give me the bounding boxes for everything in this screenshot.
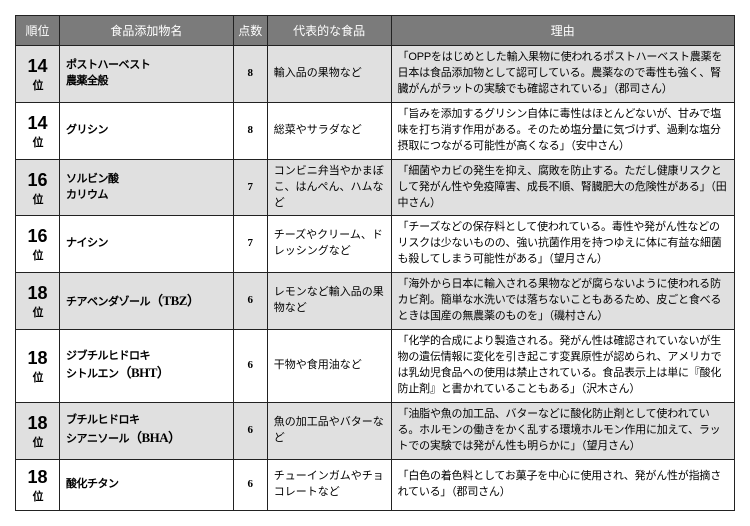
reason-cell: 「油脂や魚の加工品、バターなどに酸化防止剤として使われている。ホルモンの働きをか… [391,402,734,459]
food-cell: 魚の加工品やバターなど [267,402,391,459]
table-row: 16位ソルビン酸カリウム7コンビニ弁当やかまぼこ、はんぺん、ハムなど「細菌やカビ… [16,159,735,216]
additives-ranking-table: 順位 食品添加物名 点数 代表的な食品 理由 14位ポストハーベスト農薬全般8輸… [15,15,735,511]
food-cell: 干物や食用油など [267,330,391,403]
rank-suffix: 位 [32,137,43,149]
additive-name-line: グリシン [66,124,108,136]
rank-number: 18 [27,348,47,368]
rank-number: 18 [27,413,47,433]
score-cell: 6 [233,330,267,403]
table-row: 18位ジブチルヒドロキシトルエン（BHT）6干物や食用油など「化学的合成により製… [16,330,735,403]
reason-cell: 「細菌やカビの発生を抑え、腐敗を防止する。ただし健康リスクとして発がん性や免疫障… [391,159,734,216]
rank-suffix: 位 [32,372,43,384]
reason-cell: 「OPPをはじめとした輸入果物に使われるポストハーベスト農薬を日本は食品添加物と… [391,46,734,103]
rank-number: 18 [27,283,47,303]
additive-name-line: チアベンダゾール [66,296,150,308]
reason-cell: 「海外から日本に輸入される果物などが腐らないように使われる防カビ剤。簡単な水洗い… [391,273,734,330]
rank-cell: 16 位 [16,216,60,273]
additive-name-line: シアニソール [66,433,129,445]
header-score: 点数 [233,16,267,46]
score-cell: 6 [233,459,267,510]
rank-number: 18 [27,467,47,487]
additive-name-line: 農薬全般 [66,75,108,87]
rank-number: 16 [27,226,47,246]
header-rank: 順位 [16,16,60,46]
additive-name-line: ポストハーベスト [66,59,150,71]
table-header: 順位 食品添加物名 点数 代表的な食品 理由 [16,16,735,46]
rank-suffix: 位 [32,250,43,262]
table-row: 18位チアベンダゾール（TBZ）6レモンなど輸入品の果物など「海外から日本に輸入… [16,273,735,330]
additive-name-line: 酸化チタン [66,478,119,490]
rank-suffix: 位 [32,80,43,92]
rank-number: 14 [27,56,47,76]
additive-name-cell: ブチルヒドロキシアニソール（BHA） [59,402,233,459]
table-row: 18 位 酸化チタン 6チューインガムやチョコレートなど「白色の着色料としてお菓子を中… [16,459,735,510]
reason-cell: 「白色の着色料としてお菓子を中心に使用され、発がん性が指摘されている」（郡司さん… [391,459,734,510]
additive-name-sub: （BHT） [118,365,169,380]
score-cell: 8 [233,102,267,159]
score-cell: 7 [233,159,267,216]
additive-name-sub: （BHA） [129,430,181,445]
rank-suffix: 位 [32,307,43,319]
reason-cell: 「化学的合成により製造される。発がん性は確認されていないが生物の遺伝情報に変化を… [391,330,734,403]
additive-name-line: ブチルヒドロキ [66,414,140,426]
header-reason: 理由 [391,16,734,46]
table-row: 16 位 ナイシン 7チーズやクリーム、ドレッシングなど「チーズなどの保存料として使わ… [16,216,735,273]
header-name: 食品添加物名 [59,16,233,46]
score-cell: 8 [233,46,267,103]
score-cell: 6 [233,402,267,459]
rank-cell: 16 位 [16,159,60,216]
header-food: 代表的な食品 [267,16,391,46]
rank-number: 14 [27,113,47,133]
table-row: 14位ポストハーベスト農薬全般8輸入品の果物など「OPPをはじめとした輸入果物に… [16,46,735,103]
additive-name-line: カリウム [66,189,108,201]
additive-name-cell: ポストハーベスト農薬全般 [59,46,233,103]
rank-cell: 18 位 [16,273,60,330]
table-row: 14 位 グリシン 8総菜やサラダなど「旨みを添加するグリシン自体に毒性はほとんどない… [16,102,735,159]
additive-name-line: ジブチルヒドロキ [66,350,150,362]
additive-name-cell: ジブチルヒドロキシトルエン（BHT） [59,330,233,403]
food-cell: 輸入品の果物など [267,46,391,103]
rank-suffix: 位 [32,194,43,206]
table-row: 18位ブチルヒドロキシアニソール（BHA）6魚の加工品やバターなど「油脂や魚の加… [16,402,735,459]
rank-suffix: 位 [32,437,43,449]
rank-suffix: 位 [32,491,43,503]
additive-name-cell: 酸化チタン [59,459,233,510]
food-cell: レモンなど輸入品の果物など [267,273,391,330]
score-cell: 7 [233,216,267,273]
table-body: 14位ポストハーベスト農薬全般8輸入品の果物など「OPPをはじめとした輸入果物に… [16,46,735,511]
rank-cell: 14 位 [16,102,60,159]
additive-name-line: ソルビン酸 [66,173,119,185]
rank-cell: 14 位 [16,46,60,103]
additive-name-cell: チアベンダゾール（TBZ） [59,273,233,330]
food-cell: 総菜やサラダなど [267,102,391,159]
additive-name-line: シトルエン [66,368,119,380]
additive-name-cell: ナイシン [59,216,233,273]
reason-cell: 「旨みを添加するグリシン自体に毒性はほとんどないが、甘みで塩味を打ち消す作用があ… [391,102,734,159]
additive-name-line: ナイシン [66,237,108,249]
food-cell: コンビニ弁当やかまぼこ、はんぺん、ハムなど [267,159,391,216]
reason-cell: 「チーズなどの保存料として使われている。毒性や発がん性などのリスクは少ないものの… [391,216,734,273]
rank-cell: 18 位 [16,459,60,510]
additive-name-sub: （TBZ） [150,293,200,308]
score-cell: 6 [233,273,267,330]
rank-cell: 18 位 [16,402,60,459]
food-cell: チューインガムやチョコレートなど [267,459,391,510]
rank-number: 16 [27,170,47,190]
food-cell: チーズやクリーム、ドレッシングなど [267,216,391,273]
rank-cell: 18 位 [16,330,60,403]
additive-name-cell: ソルビン酸カリウム [59,159,233,216]
additive-name-cell: グリシン [59,102,233,159]
